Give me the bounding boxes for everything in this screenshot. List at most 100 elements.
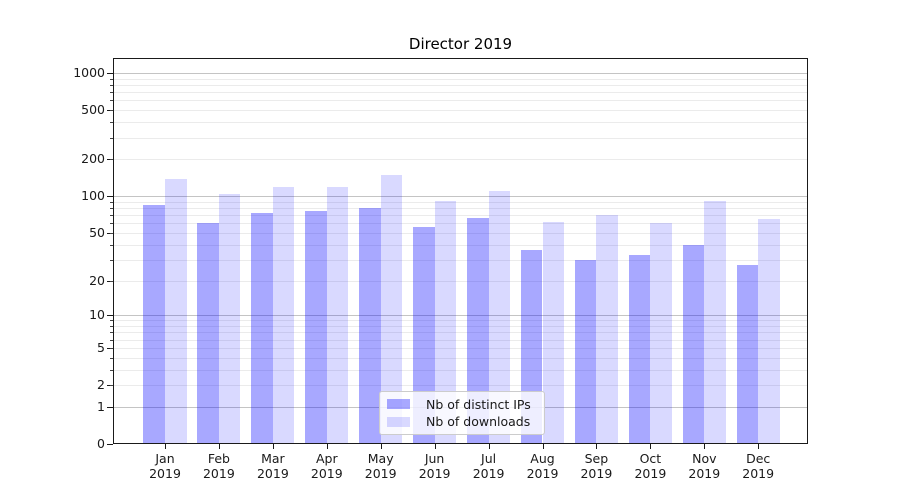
bar-distinct-ips-jan — [143, 205, 165, 444]
x-tick-mark — [218, 444, 220, 449]
x-tick-label-may: May 2019 — [364, 451, 397, 481]
bar-downloads-mar — [272, 187, 295, 444]
x-tick-label-sep: Sep 2019 — [580, 451, 613, 481]
gridline-minor — [113, 223, 808, 225]
y-tick-mark — [107, 315, 113, 317]
y-minor-tick-mark — [110, 159, 113, 161]
gridline-minor — [113, 78, 808, 80]
y-minor-tick-mark — [110, 320, 113, 322]
y-tick-label: 50 — [89, 224, 105, 240]
bar-downloads-dec — [758, 219, 780, 444]
bar-downloads-jun — [434, 200, 457, 444]
x-tick-mark — [704, 444, 706, 449]
bar-distinct-ips-dec — [736, 265, 759, 444]
bar-distinct-ips-jun — [413, 226, 435, 444]
x-tick-label-jun: Jun 2019 — [418, 451, 451, 481]
bar-distinct-ips-apr — [305, 211, 327, 444]
legend-item-distinct-ips: Nb of distinct IPs — [387, 397, 537, 412]
legend-item-downloads: Nb of downloads — [387, 414, 537, 429]
legend: Nb of distinct IPs Nb of downloads — [379, 391, 545, 435]
y-tick-label: 20 — [89, 272, 105, 288]
y-minor-tick-mark — [110, 201, 113, 203]
bar-downloads-oct — [650, 223, 672, 444]
y-minor-tick-mark — [110, 215, 113, 217]
x-tick-mark — [165, 444, 166, 449]
y-minor-tick-mark — [110, 92, 113, 94]
y-tick-label: 1 — [97, 398, 105, 414]
legend-swatch-downloads — [387, 416, 410, 427]
y-tick-label: 1000 — [73, 65, 105, 80]
y-minor-tick-mark — [110, 223, 113, 225]
y-minor-tick-mark — [110, 357, 113, 359]
gridline-minor — [113, 159, 808, 161]
x-tick-mark — [326, 444, 328, 449]
x-tick-label-jul: Jul 2019 — [472, 451, 505, 481]
y-minor-tick-mark — [110, 347, 113, 349]
bar-downloads-jul — [488, 190, 511, 444]
bar-downloads-jan — [165, 178, 187, 444]
gridline-minor — [113, 215, 808, 217]
y-tick-mark — [107, 196, 113, 198]
gridline-minor — [113, 92, 808, 94]
x-tick-label-mar: Mar 2019 — [256, 451, 289, 481]
bar-distinct-ips-feb — [197, 223, 219, 444]
y-minor-tick-mark — [110, 244, 113, 246]
bar-distinct-ips-jul — [467, 218, 489, 444]
gridline-minor — [113, 320, 808, 322]
y-tick-mark — [107, 444, 113, 445]
bar-downloads-feb — [218, 194, 241, 444]
y-minor-tick-mark — [110, 208, 113, 209]
chart-title: Director 2019 — [408, 35, 513, 53]
y-minor-tick-mark — [110, 232, 113, 234]
bar-downloads-aug — [542, 222, 565, 444]
x-tick-label-dec: Dec 2019 — [742, 451, 775, 481]
bar-distinct-ips-sep — [574, 259, 597, 444]
gridline-minor — [113, 339, 808, 341]
x-tick-label-jan: Jan 2019 — [149, 451, 181, 481]
gridline-major — [113, 196, 808, 198]
y-tick-mark — [107, 406, 113, 408]
gridline-major — [113, 315, 808, 317]
x-tick-mark — [596, 444, 598, 449]
gridline-major — [113, 73, 808, 74]
gridline-minor — [113, 385, 808, 386]
gridline-minor — [113, 244, 808, 246]
gridline-minor — [113, 332, 808, 334]
y-minor-tick-mark — [110, 122, 113, 124]
gridline-minor — [113, 259, 808, 261]
y-minor-tick-mark — [110, 85, 113, 86]
y-minor-tick-mark — [110, 339, 113, 341]
bar-distinct-ips-nov — [682, 244, 705, 444]
y-tick-label: 5 — [97, 339, 105, 355]
gridline-minor — [113, 137, 808, 139]
x-tick-label-nov: Nov 2019 — [688, 451, 721, 481]
y-minor-tick-mark — [110, 332, 113, 334]
x-tick-mark — [380, 444, 382, 449]
y-minor-tick-mark — [110, 78, 113, 80]
y-minor-tick-mark — [110, 259, 113, 261]
x-tick-mark — [758, 444, 760, 449]
x-tick-label-aug: Aug 2019 — [526, 451, 559, 481]
x-tick-label-feb: Feb 2019 — [202, 451, 235, 481]
x-tick-mark — [488, 444, 490, 449]
y-minor-tick-mark — [110, 280, 113, 282]
x-tick-mark — [434, 444, 436, 449]
gridline-minor — [113, 232, 808, 234]
bar-distinct-ips-may — [359, 208, 381, 444]
plot-area — [113, 58, 808, 444]
y-tick-label: 200 — [81, 151, 105, 167]
bar-downloads-sep — [596, 215, 618, 444]
y-tick-label: 0 — [97, 436, 105, 451]
x-tick-mark — [650, 444, 652, 449]
y-tick-label: 500 — [81, 102, 105, 118]
legend-label-distinct-ips: Nb of distinct IPs — [426, 396, 531, 412]
y-minor-tick-mark — [110, 385, 113, 386]
gridline-minor — [113, 347, 808, 349]
gridline-minor — [113, 280, 808, 282]
x-tick-label-apr: Apr 2019 — [310, 451, 343, 481]
gridline-minor — [113, 122, 808, 124]
gridline-minor — [113, 326, 808, 327]
y-minor-tick-mark — [110, 110, 113, 112]
bar-downloads-apr — [326, 186, 349, 444]
bar-distinct-ips-oct — [628, 254, 651, 444]
